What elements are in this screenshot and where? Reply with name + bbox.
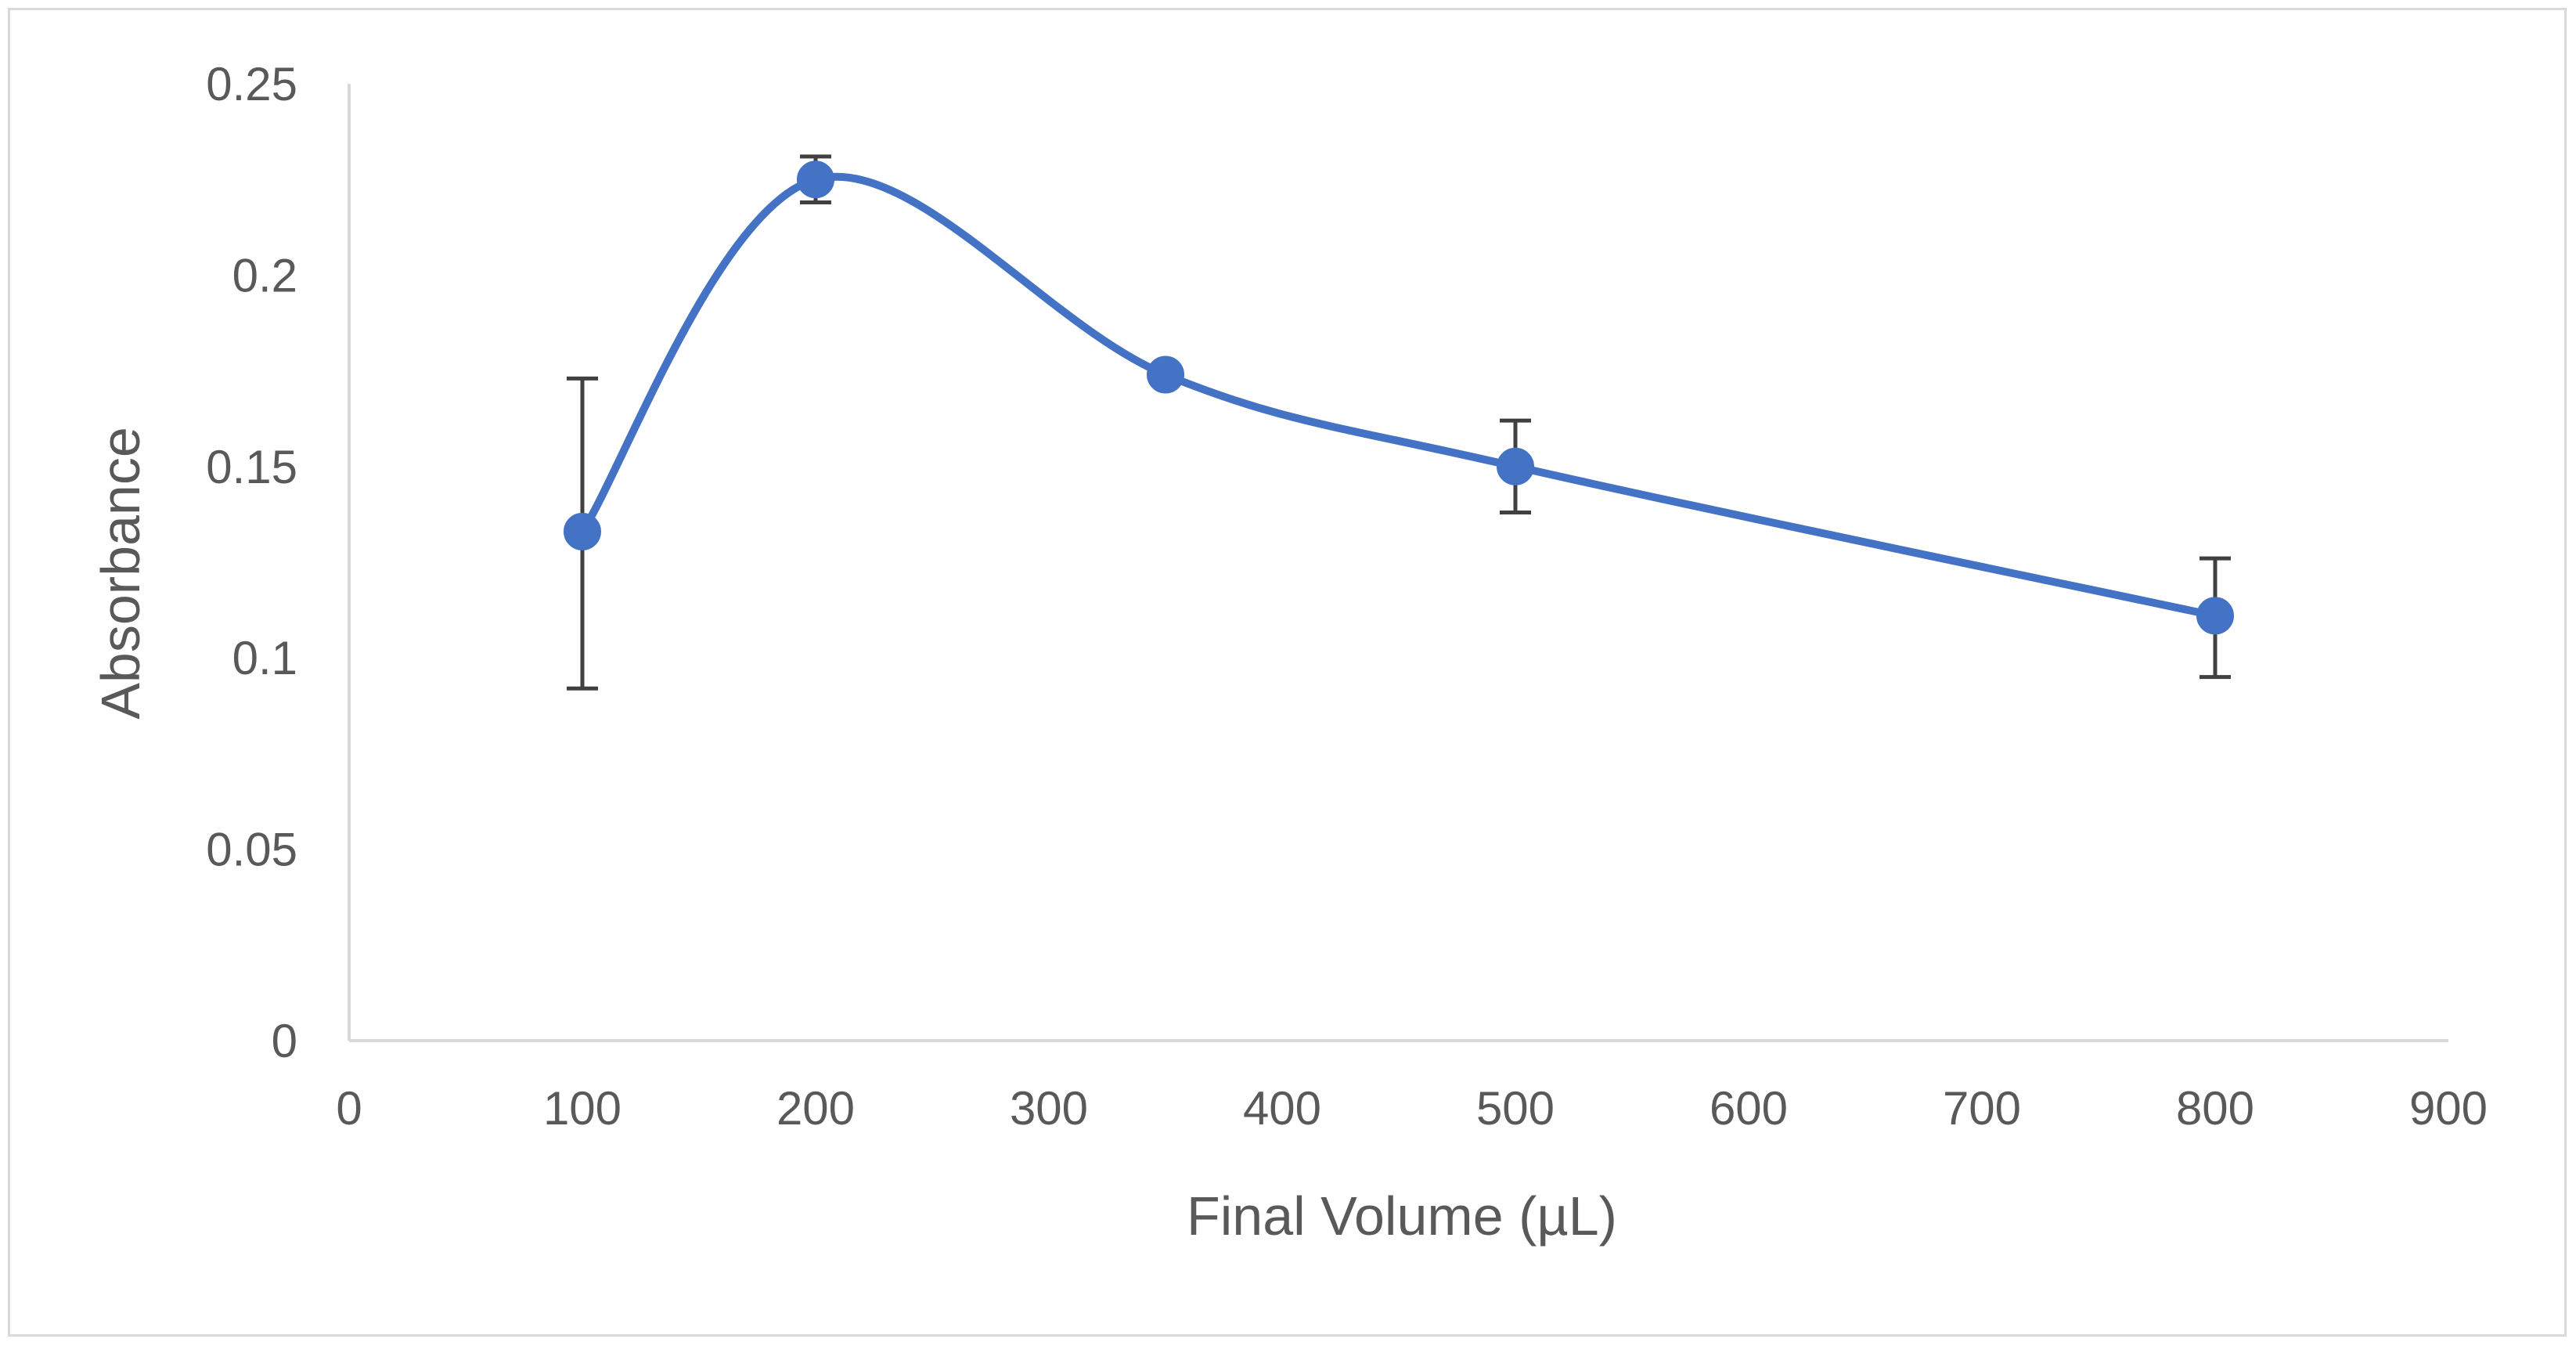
y-tick-label: 0.2 — [232, 249, 297, 301]
y-tick-label: 0 — [272, 1015, 297, 1067]
series-layer — [564, 154, 2234, 691]
x-tick-labels: 0 100 200 300 400 500 600 700 800 900 — [336, 1082, 2488, 1135]
y-tick-label: 0.1 — [232, 632, 297, 684]
x-tick-label: 600 — [1710, 1082, 1788, 1135]
data-point — [1147, 355, 1184, 394]
x-tick-label: 400 — [1243, 1082, 1321, 1135]
x-tick-label: 500 — [1476, 1082, 1555, 1135]
x-tick-label: 200 — [776, 1082, 855, 1135]
x-tick-label: 800 — [2176, 1082, 2254, 1135]
y-tick-label: 0.15 — [206, 441, 297, 493]
x-tick-label: 900 — [2409, 1082, 2488, 1135]
x-axis-title: Final Volume (µL) — [1187, 1185, 1617, 1247]
axes — [348, 84, 2448, 1042]
data-point — [797, 161, 834, 199]
data-point — [564, 512, 601, 550]
chart-frame — [8, 8, 2567, 1337]
y-tick-label: 0.25 — [206, 58, 297, 110]
y-tick-labels: 0 0.05 0.1 0.15 0.2 0.25 — [206, 58, 297, 1067]
x-tick-label: 100 — [543, 1082, 621, 1135]
x-tick-label: 700 — [1943, 1082, 2021, 1135]
y-axis-title: Absorbance — [90, 427, 151, 720]
series-line — [578, 172, 2219, 620]
data-point — [1497, 447, 1534, 485]
x-tick-label: 300 — [1010, 1082, 1088, 1135]
x-tick-label: 0 — [336, 1082, 362, 1135]
data-point — [2196, 597, 2234, 635]
y-tick-label: 0.05 — [206, 824, 297, 876]
